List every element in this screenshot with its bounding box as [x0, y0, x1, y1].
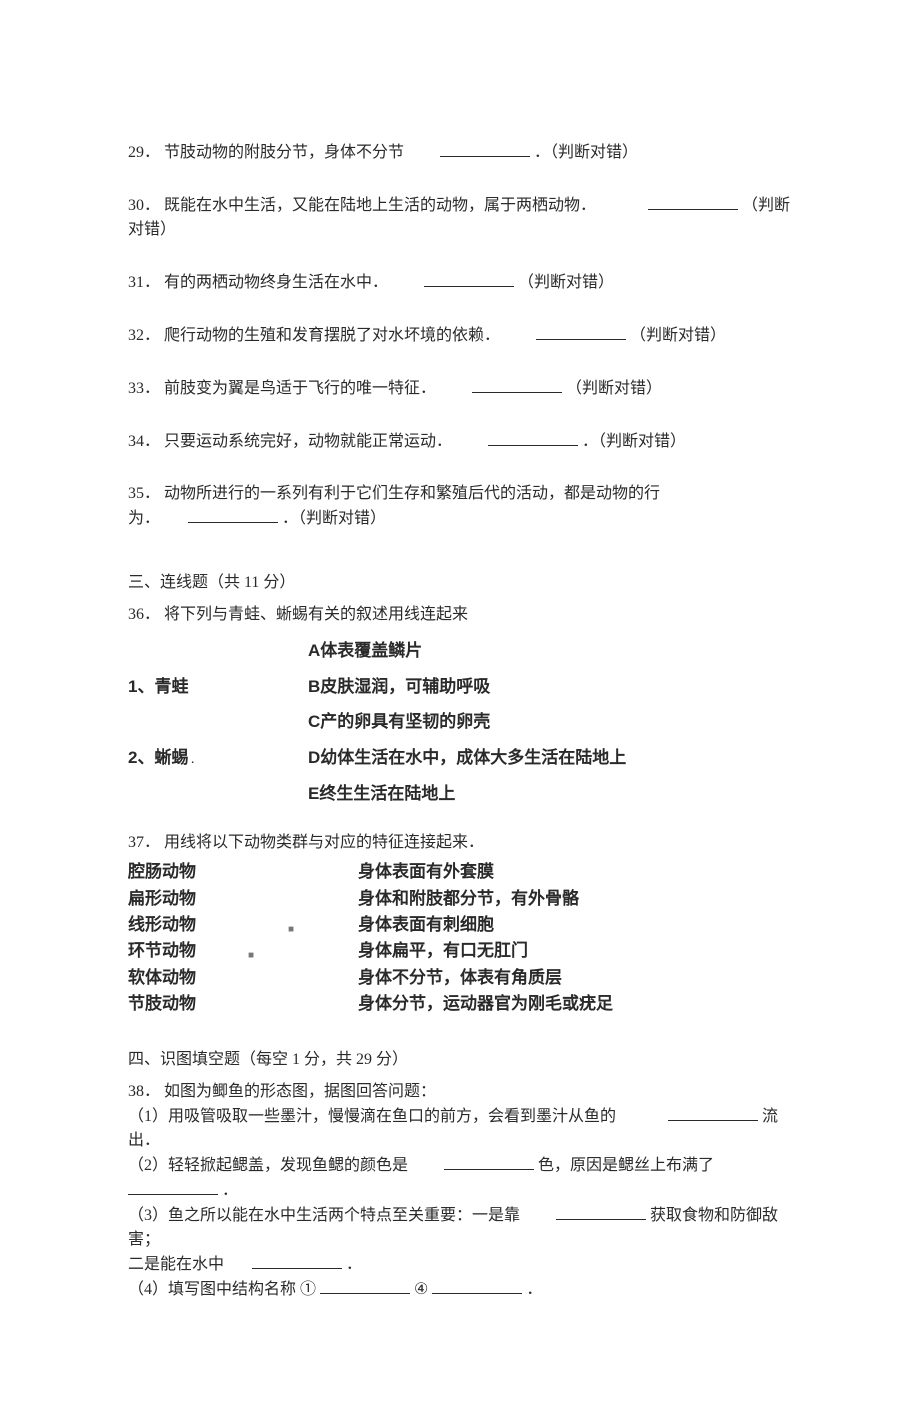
- q37-left-4: 软体动物: [128, 965, 358, 991]
- q33-blank[interactable]: [472, 376, 562, 393]
- q34-tail: ．（判断对错）: [582, 433, 686, 450]
- q36-opt-a: A体表覆盖鳞片: [308, 633, 792, 669]
- q35-line1: 动物所进行的一系列有利于它们生存和繁殖后代的活动，都是动物的行: [164, 485, 660, 502]
- q36-opt-e: E终生生活在陆地上: [308, 776, 792, 812]
- q29-num: 29．: [128, 144, 160, 161]
- q38-part1: （1）用吸管吸取一些墨汁，慢慢滴在鱼口的前方，会看到墨汁从鱼的 流出．: [128, 1104, 792, 1153]
- q29-tail: ．（判断对错）: [534, 144, 638, 161]
- q37-left-1: 扁形动物: [128, 886, 358, 912]
- question-32: 32． 爬行动物的生殖和发育摆脱了对水坏境的依赖． （判断对错）: [128, 323, 792, 348]
- q36-opt-b: B皮肤湿润，可辅助呼吸: [308, 669, 792, 705]
- q38-part2: （2）轻轻掀起鳃盖，发现鱼鳃的颜色是 色，原因是鳃丝上布满了 ．: [128, 1153, 792, 1203]
- q29-text: 节肢动物的附肢分节，身体不分节: [164, 144, 404, 161]
- q38-p2c: ．: [222, 1182, 238, 1199]
- question-30: 30． 既能在水中生活，又能在陆地上生活的动物，属于两栖动物． （判断对错）: [128, 193, 792, 242]
- q37-right-3: 身体扁平，有口无肛门: [358, 938, 792, 964]
- q38-part3: （3）鱼之所以能在水中生活两个特点至关重要：一是靠 获取食物和防御敌害；: [128, 1203, 792, 1252]
- question-35: 35． 动物所进行的一系列有利于它们生存和繁殖后代的活动，都是动物的行 为． ．…: [128, 482, 792, 531]
- q38-p4c: ．: [526, 1281, 542, 1298]
- q38-blank-3[interactable]: [128, 1178, 218, 1195]
- q31-tail: （判断对错）: [518, 274, 614, 291]
- q34-num: 34．: [128, 433, 160, 450]
- q30-text: 既能在水中生活，又能在陆地上生活的动物，属于两栖动物．: [164, 197, 596, 214]
- q38-blank-1[interactable]: [668, 1104, 758, 1121]
- q33-text: 前肢变为翼是鸟适于飞行的唯一特征．: [164, 380, 436, 397]
- question-38: 38． 如图为鲫鱼的形态图，据图回答问题：: [128, 1080, 792, 1104]
- question-37: 37． 用线将以下动物类群与对应的特征连接起来．: [128, 831, 792, 855]
- q36-opt-c: C产的卵具有坚韧的卵壳: [308, 704, 792, 740]
- q36-num: 36．: [128, 606, 160, 623]
- q35-num: 35．: [128, 485, 160, 502]
- q30-blank[interactable]: [648, 193, 738, 210]
- q36-matching-figure: A体表覆盖鳞片 1、青蛙 B皮肤湿润，可辅助呼吸 C产的卵具有坚韧的卵壳 2、蜥…: [128, 633, 792, 811]
- q32-num: 32．: [128, 327, 160, 344]
- q38-p2a: （2）轻轻掀起鳃盖，发现鱼鳃的颜色是: [128, 1157, 408, 1174]
- q38-blank-4[interactable]: [556, 1203, 646, 1220]
- q37-right-4: 身体不分节，体表有角质层: [358, 965, 792, 991]
- q38-p4b: ④: [414, 1281, 428, 1298]
- q38-p3d: ．: [346, 1256, 362, 1273]
- q38-part3b: 二是能在水中 ．: [128, 1252, 792, 1277]
- q36-stem: 将下列与青蛙、蜥蜴有关的叙述用线连起来: [164, 606, 468, 623]
- q37-stem: 用线将以下动物类群与对应的特征连接起来．: [164, 834, 484, 851]
- q32-blank[interactable]: [536, 323, 626, 340]
- q38-blank-7[interactable]: [432, 1277, 522, 1294]
- section-4-heading: 四、识图填空题（每空 1 分，共 29 分）: [128, 1048, 792, 1072]
- question-29: 29． 节肢动物的附肢分节，身体不分节 ．（判断对错）: [128, 140, 792, 165]
- q38-p1a: （1）用吸管吸取一些墨汁，慢慢滴在鱼口的前方，会看到墨汁从鱼的: [128, 1108, 616, 1125]
- q36-opt-d: D幼体生活在水中，成体大多生活在陆地上: [308, 740, 792, 776]
- q38-blank-6[interactable]: [320, 1277, 410, 1294]
- q37-right-1: 身体和附肢都分节，有外骨骼: [358, 886, 792, 912]
- q38-p3c: 二是能在水中: [128, 1256, 224, 1273]
- q31-text: 有的两栖动物终身生活在水中．: [164, 274, 388, 291]
- q36-left-1: 1、青蛙: [128, 669, 308, 705]
- q38-p2b: 色，原因是鳃丝上布满了: [538, 1157, 714, 1174]
- q38-part4: （4）填写图中结构名称 ① ④ ．: [128, 1277, 792, 1302]
- question-33: 33． 前肢变为翼是鸟适于飞行的唯一特征． （判断对错）: [128, 376, 792, 401]
- q37-right-0: 身体表面有外套膜: [358, 859, 792, 885]
- q37-matching-figure: 腔肠动物身体表面有外套膜 扁形动物身体和附肢都分节，有外骨骼 线形动物■身体表面…: [128, 859, 792, 1017]
- q37-num: 37．: [128, 834, 160, 851]
- q33-tail: （判断对错）: [566, 380, 662, 397]
- question-34: 34． 只要运动系统完好，动物就能正常运动． ．（判断对错）: [128, 429, 792, 454]
- question-36: 36． 将下列与青蛙、蜥蜴有关的叙述用线连起来: [128, 603, 792, 627]
- q37-right-2: 身体表面有刺细胞: [358, 912, 792, 938]
- q36-left-2: 2、蜥蜴: [128, 748, 188, 767]
- q34-blank[interactable]: [488, 429, 578, 446]
- q33-num: 33．: [128, 380, 160, 397]
- q38-stem: 如图为鲫鱼的形态图，据图回答问题：: [164, 1083, 436, 1100]
- q38-p4a: （4）填写图中结构名称 ①: [128, 1281, 316, 1298]
- q37-left-3: 环节动物■: [128, 938, 358, 964]
- q37-left-5: 节肢动物: [128, 991, 358, 1017]
- q35-line2a: 为．: [128, 510, 160, 527]
- q34-text: 只要运动系统完好，动物就能正常运动．: [164, 433, 452, 450]
- q32-text: 爬行动物的生殖和发育摆脱了对水坏境的依赖．: [164, 327, 500, 344]
- q31-blank[interactable]: [424, 270, 514, 287]
- section-3-heading: 三、连线题（共 11 分）: [128, 571, 792, 595]
- q38-blank-2[interactable]: [444, 1153, 534, 1170]
- q38-blank-5[interactable]: [252, 1252, 342, 1269]
- q37-left-2: 线形动物■: [128, 912, 358, 938]
- q31-num: 31．: [128, 274, 160, 291]
- question-31: 31． 有的两栖动物终身生活在水中． （判断对错）: [128, 270, 792, 295]
- q29-blank[interactable]: [440, 140, 530, 157]
- q35-blank[interactable]: [188, 506, 278, 523]
- q38-num: 38．: [128, 1083, 160, 1100]
- q37-right-5: 身体分节，运动器官为刚毛或疣足: [358, 991, 792, 1017]
- q38-p3a: （3）鱼之所以能在水中生活两个特点至关重要：一是靠: [128, 1207, 520, 1224]
- q32-tail: （判断对错）: [630, 327, 726, 344]
- q37-left-0: 腔肠动物: [128, 859, 358, 885]
- q35-line2b: ．（判断对错）: [282, 510, 386, 527]
- q30-num: 30．: [128, 197, 160, 214]
